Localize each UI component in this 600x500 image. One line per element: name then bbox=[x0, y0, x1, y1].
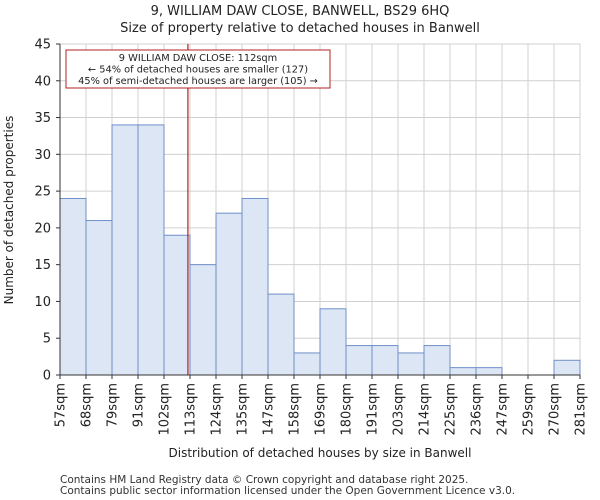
x-tick-label: 247sqm bbox=[496, 383, 511, 436]
y-tick-label: 30 bbox=[34, 148, 51, 163]
x-tick-label: 281sqm bbox=[574, 383, 589, 436]
bar bbox=[85, 220, 113, 376]
bar bbox=[241, 197, 269, 376]
y-tick-label: 15 bbox=[34, 258, 51, 273]
x-tick-label: 135sqm bbox=[236, 383, 251, 436]
annotation-text: 9 WILLIAM DAW CLOSE: 112sqm bbox=[119, 53, 277, 64]
x-tick-label: 180sqm bbox=[340, 383, 355, 436]
bar bbox=[189, 264, 217, 376]
bar bbox=[267, 293, 295, 376]
x-tick-label: 191sqm bbox=[366, 383, 381, 436]
x-tick-label: 236sqm bbox=[470, 383, 485, 436]
bar bbox=[397, 352, 425, 376]
x-tick-label: 102sqm bbox=[158, 383, 173, 436]
x-tick-label: 158sqm bbox=[288, 383, 303, 436]
bar bbox=[553, 359, 581, 376]
y-tick-label: 0 bbox=[43, 369, 51, 384]
x-axis-label: Distribution of detached houses by size … bbox=[169, 446, 472, 460]
chart-title: 9, WILLIAM DAW CLOSE, BANWELL, BS29 6HQ bbox=[150, 4, 450, 19]
bar bbox=[111, 124, 139, 376]
y-axis-label: Number of detached properties bbox=[2, 116, 16, 305]
x-tick-label: 259sqm bbox=[522, 383, 537, 436]
x-tick-label: 113sqm bbox=[184, 383, 199, 436]
x-tick-label: 79sqm bbox=[106, 383, 121, 427]
bar bbox=[293, 352, 321, 376]
x-tick-label: 270sqm bbox=[548, 383, 563, 436]
y-tick-label: 10 bbox=[34, 295, 51, 310]
bar bbox=[475, 367, 503, 376]
annotation-text: 45% of semi-detached houses are larger (… bbox=[78, 76, 318, 87]
bar bbox=[215, 212, 243, 376]
bar bbox=[345, 345, 373, 376]
bar bbox=[423, 345, 451, 376]
annotation-text: ← 54% of detached houses are smaller (12… bbox=[88, 65, 308, 76]
y-tick-label: 20 bbox=[34, 221, 51, 236]
bar bbox=[319, 308, 347, 376]
y-tick-label: 45 bbox=[34, 38, 51, 53]
bar bbox=[163, 234, 191, 376]
bar bbox=[449, 367, 477, 376]
y-tick-label: 40 bbox=[34, 74, 51, 89]
x-tick-label: 124sqm bbox=[210, 383, 225, 436]
footer-copyright: Contains HM Land Registry data © Crown c… bbox=[60, 474, 469, 486]
x-tick-label: 57sqm bbox=[54, 383, 69, 427]
y-tick-label: 25 bbox=[34, 185, 51, 200]
x-tick-label: 225sqm bbox=[444, 383, 459, 436]
x-tick-label: 214sqm bbox=[418, 383, 433, 436]
x-tick-label: 203sqm bbox=[392, 383, 407, 436]
annotation-box bbox=[65, 49, 331, 89]
x-tick-label: 68sqm bbox=[80, 383, 95, 427]
x-tick-label: 169sqm bbox=[314, 383, 329, 436]
y-tick-label: 5 bbox=[43, 332, 51, 347]
bar bbox=[371, 345, 399, 376]
chart-subtitle: Size of property relative to detached ho… bbox=[120, 21, 480, 36]
y-tick-label: 35 bbox=[34, 111, 51, 126]
x-tick-label: 91sqm bbox=[132, 383, 147, 427]
x-tick-label: 147sqm bbox=[262, 383, 277, 436]
bar bbox=[137, 124, 165, 376]
bar bbox=[59, 197, 87, 376]
footer-licence: Contains public sector information licen… bbox=[60, 485, 516, 497]
